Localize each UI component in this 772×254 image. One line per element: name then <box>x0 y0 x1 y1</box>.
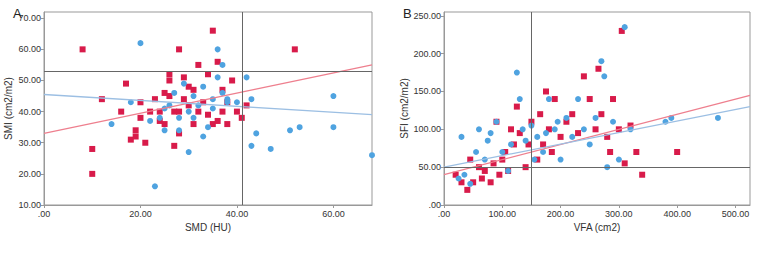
svg-text:400.00: 400.00 <box>663 209 691 219</box>
svg-text:20.00: 20.00 <box>129 209 152 219</box>
svg-text:SFI (cm2/m2): SFI (cm2/m2) <box>399 78 410 139</box>
svg-text:VFA (cm2): VFA (cm2) <box>574 222 621 233</box>
svg-text:60.00: 60.00 <box>322 209 345 219</box>
svg-text:10.00: 10.00 <box>18 200 41 210</box>
svg-text:500.00: 500.00 <box>722 209 750 219</box>
svg-text:SMD (HU): SMD (HU) <box>185 222 231 233</box>
svg-text:SMI (cm2/m2): SMI (cm2/m2) <box>3 77 14 140</box>
svg-text:30.00: 30.00 <box>18 138 41 148</box>
svg-text:B: B <box>403 6 412 21</box>
svg-text:100.00: 100.00 <box>413 124 441 134</box>
svg-text:.00: .00 <box>428 200 441 210</box>
svg-text:A: A <box>13 6 22 21</box>
svg-text:200.00: 200.00 <box>413 49 441 59</box>
svg-text:70.00: 70.00 <box>18 13 41 23</box>
svg-text:60.00: 60.00 <box>18 44 41 54</box>
svg-text:300.00: 300.00 <box>605 209 633 219</box>
svg-text:100.00: 100.00 <box>489 209 517 219</box>
svg-text:40.00: 40.00 <box>18 107 41 117</box>
svg-text:40.00: 40.00 <box>226 209 249 219</box>
svg-text:50.00: 50.00 <box>18 75 41 85</box>
svg-text:250.00: 250.00 <box>413 11 441 21</box>
svg-text:200.00: 200.00 <box>547 209 575 219</box>
svg-text:.00: .00 <box>438 209 451 219</box>
svg-text:150.00: 150.00 <box>413 86 441 96</box>
svg-text:.00: .00 <box>38 209 51 219</box>
svg-text:20.00: 20.00 <box>18 169 41 179</box>
svg-text:50.00: 50.00 <box>418 162 441 172</box>
